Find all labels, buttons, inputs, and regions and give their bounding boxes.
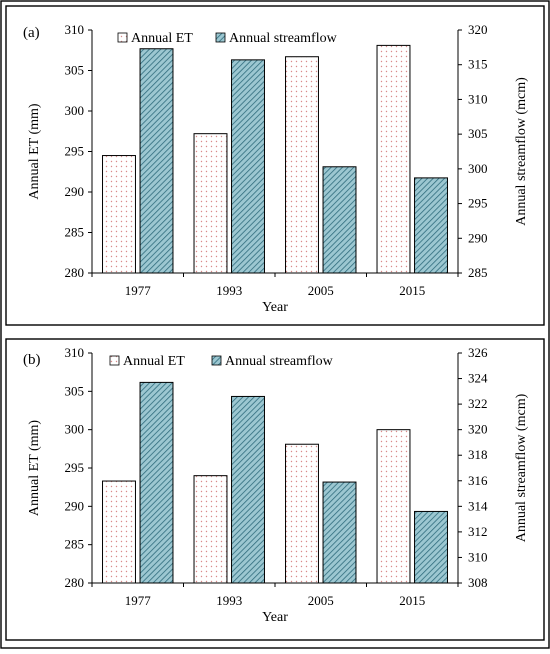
bar-annual-et: [193, 133, 228, 274]
y-tick-label: 285: [65, 537, 85, 552]
y-tick-label: 305: [65, 63, 85, 78]
y-tick-label: 300: [65, 422, 85, 437]
y-tick-label: 300: [65, 103, 85, 118]
x-tick-label: 1993: [216, 593, 242, 608]
legend-swatch: [117, 32, 128, 43]
y-tick-label: 290: [65, 498, 85, 513]
panel-frame: [5, 5, 545, 326]
y-tick-label: 280: [65, 265, 85, 280]
legend-label: Annual streamflow: [229, 31, 338, 46]
y-tick-label: 295: [65, 144, 85, 159]
y-tick-label: 290: [65, 184, 85, 199]
x-tick-label: 1977: [125, 593, 152, 608]
y2-tick-label: 308: [468, 575, 488, 590]
x-axis-title: Year: [262, 610, 288, 625]
bar-annual-streamflow: [231, 59, 265, 274]
bar-annual-streamflow: [414, 177, 448, 274]
bar-annual-et: [102, 155, 136, 274]
bar-annual-streamflow: [414, 510, 448, 584]
x-tick-label: 2005: [308, 283, 334, 298]
y-tick-label: 285: [65, 225, 85, 240]
panel-label: (a): [23, 25, 40, 41]
bar-annual-streamflow: [322, 481, 357, 584]
y2-tick-label: 295: [468, 196, 488, 211]
x-axis-title: Year: [262, 300, 288, 315]
y2-tick-label: 318: [468, 447, 488, 462]
y2-tick-label: 315: [468, 57, 488, 72]
y2-tick-label: 312: [468, 524, 488, 539]
x-tick-label: 1977: [125, 283, 152, 298]
y2-tick-label: 320: [468, 422, 488, 437]
y2-tick-label: 310: [468, 91, 488, 106]
legend-label: Annual ET: [131, 31, 193, 46]
y-tick-label: 295: [65, 460, 85, 475]
bar-annual-streamflow: [231, 395, 265, 584]
legend-swatch: [109, 355, 120, 366]
bar-annual-et: [376, 44, 411, 274]
legend-label: Annual ET: [123, 354, 185, 369]
bar-annual-et: [102, 480, 136, 584]
y-axis-title: Annual ET (mm): [27, 420, 42, 517]
y2-tick-label: 300: [468, 161, 488, 176]
y2-tick-label: 314: [468, 498, 488, 513]
y-tick-label: 310: [65, 22, 85, 37]
bar-annual-et: [285, 56, 319, 274]
y2-tick-label: 310: [468, 549, 488, 564]
legend-swatch: [211, 355, 222, 366]
x-tick-label: 2005: [308, 593, 334, 608]
legend-label: Annual streamflow: [225, 354, 334, 369]
y2-axis-title: Annual streamflow (mcm): [514, 77, 529, 226]
x-tick-label: 2015: [399, 283, 425, 298]
y2-tick-label: 285: [468, 265, 488, 280]
y2-tick-label: 322: [468, 396, 488, 411]
y-tick-label: 305: [65, 383, 85, 398]
y2-tick-label: 305: [468, 126, 488, 141]
y2-tick-label: 320: [468, 22, 488, 37]
bar-annual-streamflow: [139, 48, 174, 274]
bar-annual-et: [376, 429, 411, 584]
y2-tick-label: 326: [468, 345, 488, 360]
x-tick-label: 2015: [399, 593, 425, 608]
bar-annual-streamflow: [139, 381, 174, 584]
y2-axis-title: Annual streamflow (mcm): [514, 393, 529, 542]
y-tick-label: 310: [65, 345, 85, 360]
bar-annual-et: [193, 475, 228, 584]
bar-annual-et: [285, 443, 319, 584]
bar-annual-streamflow: [322, 166, 357, 274]
panel-frame: [5, 338, 545, 641]
x-tick-label: 1993: [216, 283, 242, 298]
y-axis-title: Annual ET (mm): [27, 103, 42, 200]
y2-tick-label: 324: [468, 371, 488, 386]
y2-tick-label: 316: [468, 473, 488, 488]
legend-swatch: [215, 32, 226, 43]
y-tick-label: 280: [65, 575, 85, 590]
y2-tick-label: 290: [468, 230, 488, 245]
panel-label: (b): [23, 352, 41, 368]
